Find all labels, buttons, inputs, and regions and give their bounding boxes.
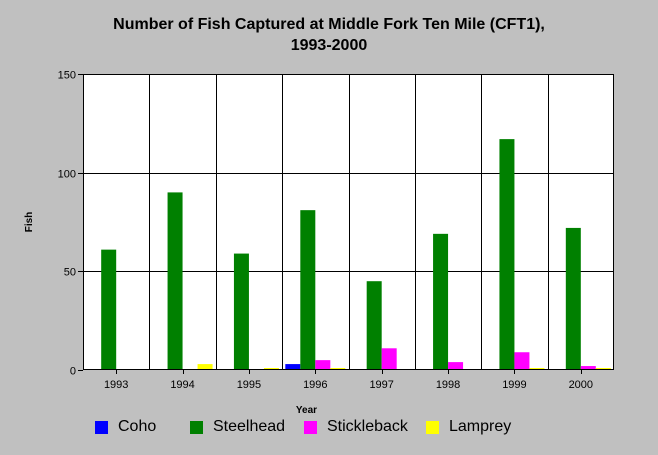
bar-stickleback-1999 [514,352,530,370]
bar-coho-1996 [285,364,301,370]
x-tick-label: 1996 [303,379,327,391]
plot-area [83,74,614,370]
x-axis-label: Year [296,405,317,416]
bar-steelhead-1995 [233,253,249,370]
x-tick-label: 1999 [502,379,526,391]
legend-swatch [426,420,439,434]
bar-steelhead-2000 [565,227,581,370]
chart-title: Number of Fish Captured at Middle Fork T… [0,14,658,56]
bar-stickleback-1998 [448,362,464,370]
bar-steelhead-1994 [167,192,183,370]
x-tick-label: 1993 [104,379,128,391]
bar-stickleback-1996 [315,360,331,370]
legend-swatch [304,420,317,434]
bar-lamprey-1994 [197,364,213,370]
chart-title-line-2: 1993-2000 [290,37,368,54]
legend-swatch [95,420,108,434]
bar-stickleback-1997 [381,348,397,370]
x-tick-label: 1994 [170,379,194,391]
y-tick-label: 150 [58,70,76,82]
legend-item-coho: Coho [95,418,156,436]
x-tick-label: 1997 [369,379,393,391]
y-tick-label: 50 [64,267,76,279]
bar-chart: 0 50 100 150 1993 1994 1995 1996 1997 1998 1999 200… [24,70,614,416]
bar-steelhead-1998 [433,233,449,370]
legend-label: Stickleback [327,418,408,435]
x-tick-label: 2000 [569,379,593,391]
bar-stickleback-2000 [580,366,596,370]
legend-item-stickleback: Stickleback [304,418,408,436]
bar-steelhead-1996 [300,210,316,370]
legend-label: Steelhead [213,418,286,435]
y-tick-label: 0 [70,366,76,378]
legend-swatch [190,420,203,434]
plot-border [83,74,614,370]
bar-steelhead-1997 [366,281,382,370]
x-tick-label: 1995 [237,379,261,391]
y-axis-label: Fish [24,212,35,233]
legend: Coho Steelhead Stickleback Lamprey [0,418,658,442]
bar-steelhead-1999 [499,139,515,370]
x-tick-label: 1998 [436,379,460,391]
y-tick-label: 100 [58,169,76,181]
legend-label: Lamprey [449,418,512,435]
legend-label: Coho [118,418,157,435]
bar-steelhead-1993 [101,249,117,370]
legend-item-steelhead: Steelhead [190,418,285,436]
legend-item-lamprey: Lamprey [426,418,511,436]
chart-title-line-1: Number of Fish Captured at Middle Fork T… [113,16,545,33]
